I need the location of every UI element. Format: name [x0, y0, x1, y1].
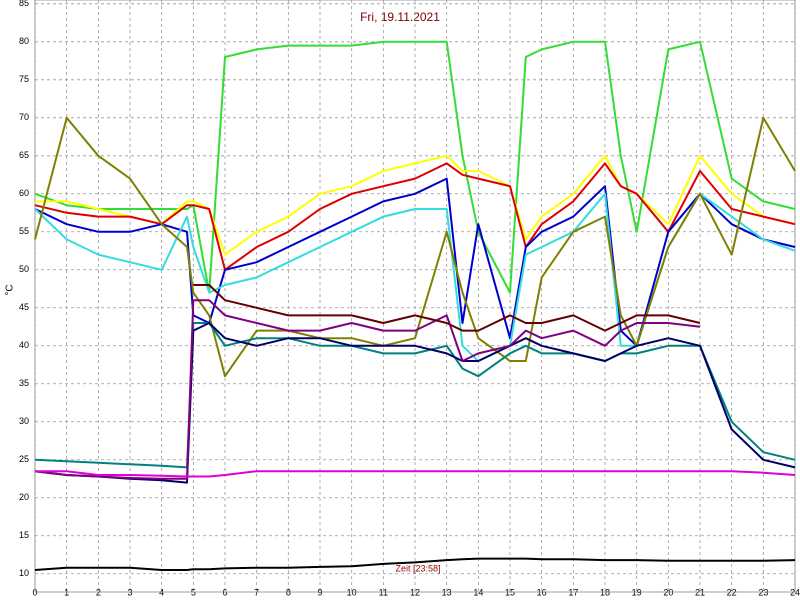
- y-tick-label: 45: [19, 302, 29, 312]
- series-line: [34, 116, 796, 378]
- y-tick-label: 50: [19, 264, 29, 274]
- series-line: [34, 557, 796, 571]
- y-tick-label: 65: [19, 150, 29, 160]
- y-tick-label: 30: [19, 416, 29, 426]
- series-line: [35, 470, 796, 478]
- annotation: Zeit [23:58]: [395, 563, 440, 573]
- series-line: [34, 322, 796, 484]
- y-tick-label: 80: [19, 36, 29, 46]
- y-axis-label: °C: [5, 284, 16, 295]
- plot-border: [34, 0, 796, 593]
- y-tick-label: 70: [19, 112, 29, 122]
- y-tick-label: 25: [19, 454, 29, 464]
- y-tick-label: 20: [19, 492, 29, 502]
- y-tick-label: 10: [19, 568, 29, 578]
- chart-title: Fri, 19.11.2021: [360, 10, 440, 24]
- y-tick-label: 75: [19, 74, 29, 84]
- series-line: [34, 299, 701, 480]
- series-line: [34, 162, 796, 271]
- series-line: [193, 284, 701, 332]
- y-tick-label: 55: [19, 226, 29, 236]
- y-tick-label: 15: [19, 530, 29, 540]
- y-tick-label: 60: [19, 188, 29, 198]
- y-tick-label: 85: [19, 0, 29, 8]
- y-tick-label: 40: [19, 340, 29, 350]
- y-tick-label: 35: [19, 378, 29, 388]
